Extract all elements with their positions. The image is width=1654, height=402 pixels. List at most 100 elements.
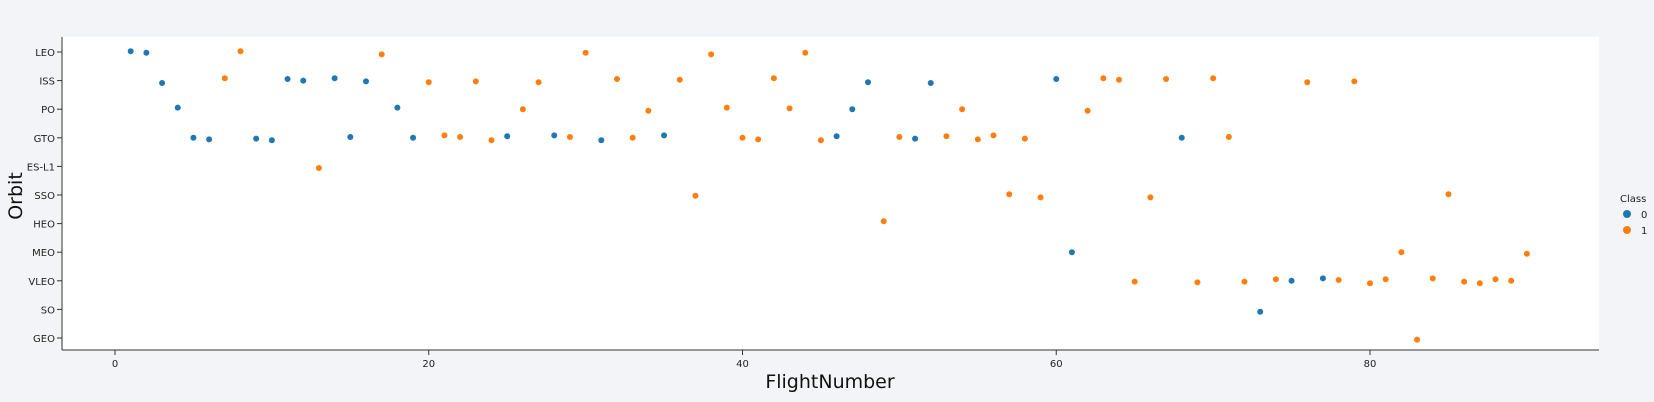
x-tick-label: 40 bbox=[736, 359, 749, 370]
data-point-class-0 bbox=[300, 77, 307, 84]
data-point-class-0 bbox=[661, 132, 668, 139]
y-tick-label: GTO bbox=[34, 134, 56, 145]
data-point-class-1 bbox=[943, 133, 950, 140]
data-point-class-1 bbox=[723, 104, 730, 111]
data-point-class-0 bbox=[551, 132, 558, 139]
data-point-class-0 bbox=[394, 104, 401, 111]
data-point-class-1 bbox=[488, 137, 495, 144]
data-point-class-0 bbox=[127, 48, 134, 55]
data-point-class-1 bbox=[676, 76, 683, 83]
y-tick-label: GEO bbox=[33, 334, 55, 345]
data-point-class-1 bbox=[457, 134, 464, 140]
data-point-class-0 bbox=[1053, 76, 1060, 82]
data-point-class-1 bbox=[1351, 78, 1358, 85]
data-point-class-1 bbox=[1225, 134, 1232, 140]
data-point-class-0 bbox=[598, 137, 605, 144]
data-point-class-1 bbox=[472, 78, 479, 85]
data-point-class-0 bbox=[1288, 277, 1295, 284]
data-point-class-0 bbox=[1068, 249, 1075, 256]
data-point-class-0 bbox=[849, 106, 856, 113]
data-point-class-1 bbox=[237, 48, 244, 55]
y-axis-ticks: LEO ISS PO GTO ES-L1 SSO HEO MEO VLEO SO GEO bbox=[27, 48, 62, 345]
data-point-class-0 bbox=[331, 75, 338, 82]
y-tick-label: SSO bbox=[34, 191, 55, 202]
legend-label-class-1: 1 bbox=[1641, 226, 1647, 237]
data-point-class-0 bbox=[1178, 134, 1185, 141]
data-point-class-1 bbox=[582, 49, 589, 56]
data-point-class-1 bbox=[896, 134, 903, 140]
plot-area bbox=[62, 37, 1599, 350]
data-point-class-0 bbox=[1319, 275, 1326, 282]
data-point-class-1 bbox=[880, 218, 887, 225]
data-point-class-1 bbox=[1335, 277, 1342, 283]
data-point-class-1 bbox=[1131, 278, 1138, 285]
data-point-class-1 bbox=[519, 106, 526, 113]
x-axis-ticks: 0 20 40 60 80 bbox=[112, 350, 1377, 370]
legend: Class 0 1 bbox=[1620, 194, 1647, 237]
data-point-class-1 bbox=[959, 106, 966, 113]
data-point-class-0 bbox=[912, 135, 919, 142]
data-point-class-0 bbox=[504, 133, 511, 140]
data-point-class-0 bbox=[268, 137, 275, 144]
data-point-class-1 bbox=[1304, 79, 1311, 86]
legend-title: Class bbox=[1620, 194, 1646, 205]
data-point-class-0 bbox=[253, 135, 260, 142]
data-point-class-1 bbox=[1429, 275, 1436, 282]
y-tick-label: VLEO bbox=[28, 277, 55, 288]
x-tick-label: 80 bbox=[1364, 359, 1377, 370]
data-point-class-0 bbox=[143, 49, 150, 56]
data-point-class-1 bbox=[974, 136, 981, 143]
data-point-class-1 bbox=[708, 51, 715, 58]
data-point-class-1 bbox=[786, 105, 793, 112]
data-point-class-1 bbox=[1021, 135, 1028, 142]
data-point-class-1 bbox=[1241, 278, 1248, 285]
data-point-class-1 bbox=[1476, 280, 1483, 287]
data-point-class-1 bbox=[315, 165, 322, 171]
y-axis-title: Orbit bbox=[5, 172, 27, 220]
data-point-class-0 bbox=[833, 133, 840, 140]
data-point-class-0 bbox=[865, 79, 871, 86]
data-point-class-0 bbox=[363, 78, 369, 85]
data-point-class-1 bbox=[441, 132, 448, 139]
x-tick-label: 60 bbox=[1050, 359, 1063, 370]
y-tick-label: LEO bbox=[35, 48, 55, 59]
data-point-class-1 bbox=[614, 76, 620, 82]
data-point-class-0 bbox=[284, 76, 291, 82]
data-point-class-1 bbox=[535, 79, 542, 86]
data-point-class-1 bbox=[1210, 75, 1217, 82]
data-point-class-1 bbox=[425, 79, 432, 86]
data-point-class-1 bbox=[739, 134, 746, 141]
data-point-class-0 bbox=[174, 104, 181, 111]
x-axis-title: FlightNumber bbox=[765, 371, 895, 393]
data-point-class-1 bbox=[1461, 278, 1468, 285]
x-tick-label: 0 bbox=[112, 359, 118, 370]
data-point-class-1 bbox=[1367, 280, 1373, 287]
data-point-class-1 bbox=[1508, 277, 1515, 284]
y-tick-label: ES-L1 bbox=[27, 162, 55, 173]
x-tick-label: 20 bbox=[422, 359, 435, 370]
data-point-class-1 bbox=[1523, 250, 1530, 257]
data-point-class-1 bbox=[1414, 336, 1421, 343]
data-point-class-1 bbox=[1037, 194, 1044, 201]
data-point-class-1 bbox=[802, 49, 809, 56]
data-point-class-1 bbox=[1084, 107, 1091, 114]
data-point-class-1 bbox=[1116, 76, 1122, 83]
data-point-class-1 bbox=[1163, 76, 1170, 82]
data-point-class-0 bbox=[206, 136, 213, 143]
points-layer bbox=[127, 48, 1530, 343]
data-point-class-1 bbox=[1100, 75, 1107, 82]
data-point-class-0 bbox=[190, 134, 197, 141]
data-point-class-1 bbox=[1398, 249, 1405, 256]
data-point-class-0 bbox=[347, 134, 354, 140]
data-point-class-1 bbox=[1194, 279, 1201, 286]
data-point-class-1 bbox=[629, 134, 636, 141]
data-point-class-0 bbox=[927, 80, 934, 86]
data-point-class-1 bbox=[692, 192, 699, 199]
data-point-class-1 bbox=[990, 132, 997, 139]
data-point-class-1 bbox=[770, 75, 777, 82]
data-point-class-1 bbox=[1272, 276, 1279, 283]
data-point-class-1 bbox=[378, 51, 385, 58]
data-point-class-0 bbox=[159, 80, 166, 86]
y-tick-label: ISS bbox=[39, 77, 55, 88]
data-point-class-1 bbox=[221, 75, 228, 82]
